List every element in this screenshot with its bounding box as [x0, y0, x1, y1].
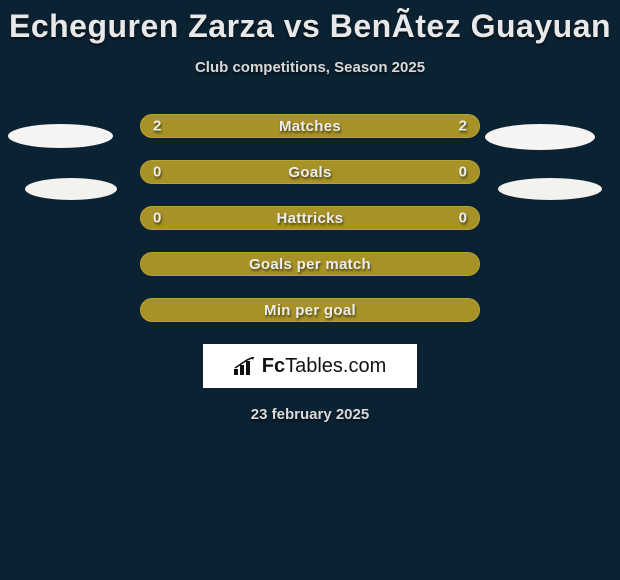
stat-right-value: 0 — [459, 210, 467, 227]
fctables-logo[interactable]: FcTables.com — [203, 344, 417, 388]
stat-row-matches: 2 Matches 2 — [140, 114, 480, 138]
stat-label: Min per goal — [264, 302, 356, 319]
stat-label: Matches — [279, 118, 341, 135]
team-left-ellipse-1 — [8, 124, 113, 148]
stat-row-hattricks: 0 Hattricks 0 — [140, 206, 480, 230]
stat-left-value: 0 — [153, 164, 161, 181]
stat-left-value: 0 — [153, 210, 161, 227]
stat-left-value: 2 — [153, 118, 161, 135]
stat-row-goals: 0 Goals 0 — [140, 160, 480, 184]
stat-row-min-per-goal: Min per goal — [140, 298, 480, 322]
logo-fc: Fc — [262, 355, 285, 377]
footer-date: 23 february 2025 — [0, 406, 620, 423]
page-subtitle: Club competitions, Season 2025 — [0, 59, 620, 76]
chart-icon — [234, 357, 256, 375]
stat-label: Goals per match — [249, 256, 371, 273]
stat-right-value: 0 — [459, 164, 467, 181]
stat-label: Goals — [288, 164, 331, 181]
logo-dotcom: .com — [343, 355, 386, 377]
stat-right-value: 2 — [459, 118, 467, 135]
team-right-ellipse-1 — [485, 124, 595, 150]
logo-tables: Tables — [285, 355, 343, 377]
page-title: Echeguren Zarza vs BenÃ­tez Guayuan — [0, 0, 620, 45]
team-left-ellipse-2 — [25, 178, 117, 200]
stat-row-goals-per-match: Goals per match — [140, 252, 480, 276]
team-right-ellipse-2 — [498, 178, 602, 200]
stat-label: Hattricks — [277, 210, 344, 227]
logo-text: FcTables.com — [262, 355, 387, 378]
